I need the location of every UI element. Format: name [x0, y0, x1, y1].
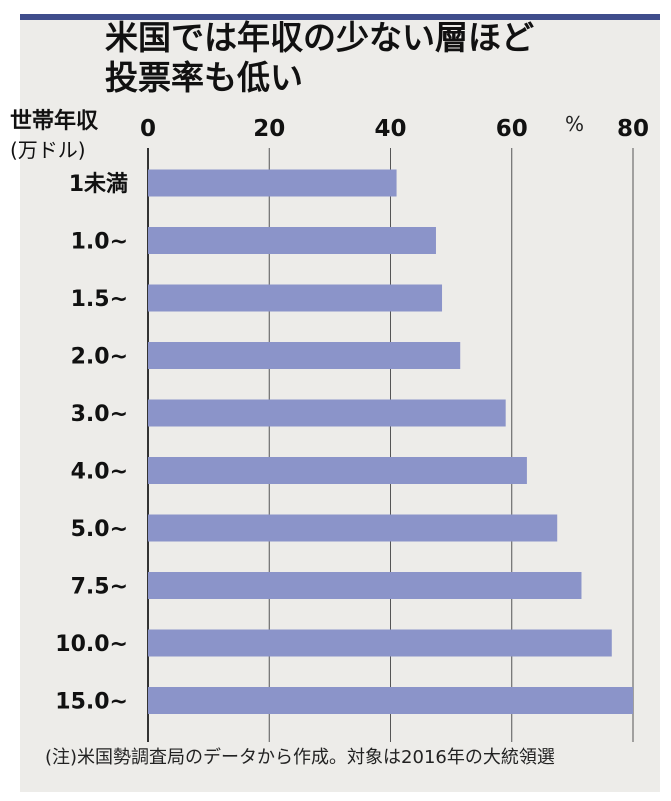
category-label: 1.5~	[71, 287, 128, 312]
chart-title: 米国では年収の少ない層ほど 投票率も低い	[105, 18, 534, 98]
x-tick-label: 80	[617, 116, 649, 142]
bar	[148, 342, 461, 369]
x-tick-label: 0	[140, 116, 156, 142]
y-axis-title: 世帯年収	[10, 109, 99, 134]
category-label: 1未満	[69, 171, 128, 197]
category-label: 7.5~	[71, 575, 128, 600]
category-label: 3.0~	[71, 402, 128, 427]
x-tick-label: 60	[496, 116, 528, 142]
category-label: 5.0~	[71, 517, 128, 542]
category-label: 10.0~	[55, 632, 128, 657]
title-line-2: 投票率も低い	[105, 58, 303, 97]
x-axis-unit: %	[565, 112, 585, 136]
bar	[148, 284, 443, 312]
category-label: 2.0~	[71, 345, 128, 370]
category-label: 4.0~	[71, 460, 128, 485]
x-tick-label: 40	[374, 116, 406, 142]
bar	[148, 227, 436, 254]
bar	[148, 687, 633, 714]
title-line-1: 米国では年収の少ない層ほど	[105, 18, 534, 57]
bar	[148, 399, 506, 427]
category-label: 1.0~	[71, 230, 128, 255]
x-tick-label: 20	[253, 116, 285, 142]
source-note: (注)米国勢調査局のデータから作成。対象は2016年の大統領選	[45, 747, 555, 768]
bar	[148, 629, 612, 657]
bar	[148, 169, 397, 197]
y-axis-unit: (万ドル)	[10, 138, 86, 162]
bar	[148, 572, 582, 599]
bar	[148, 514, 558, 542]
y-axis-label: 世帯年収 (万ドル)	[10, 108, 98, 164]
category-label: 15.0~	[55, 690, 128, 715]
bar	[148, 457, 527, 484]
